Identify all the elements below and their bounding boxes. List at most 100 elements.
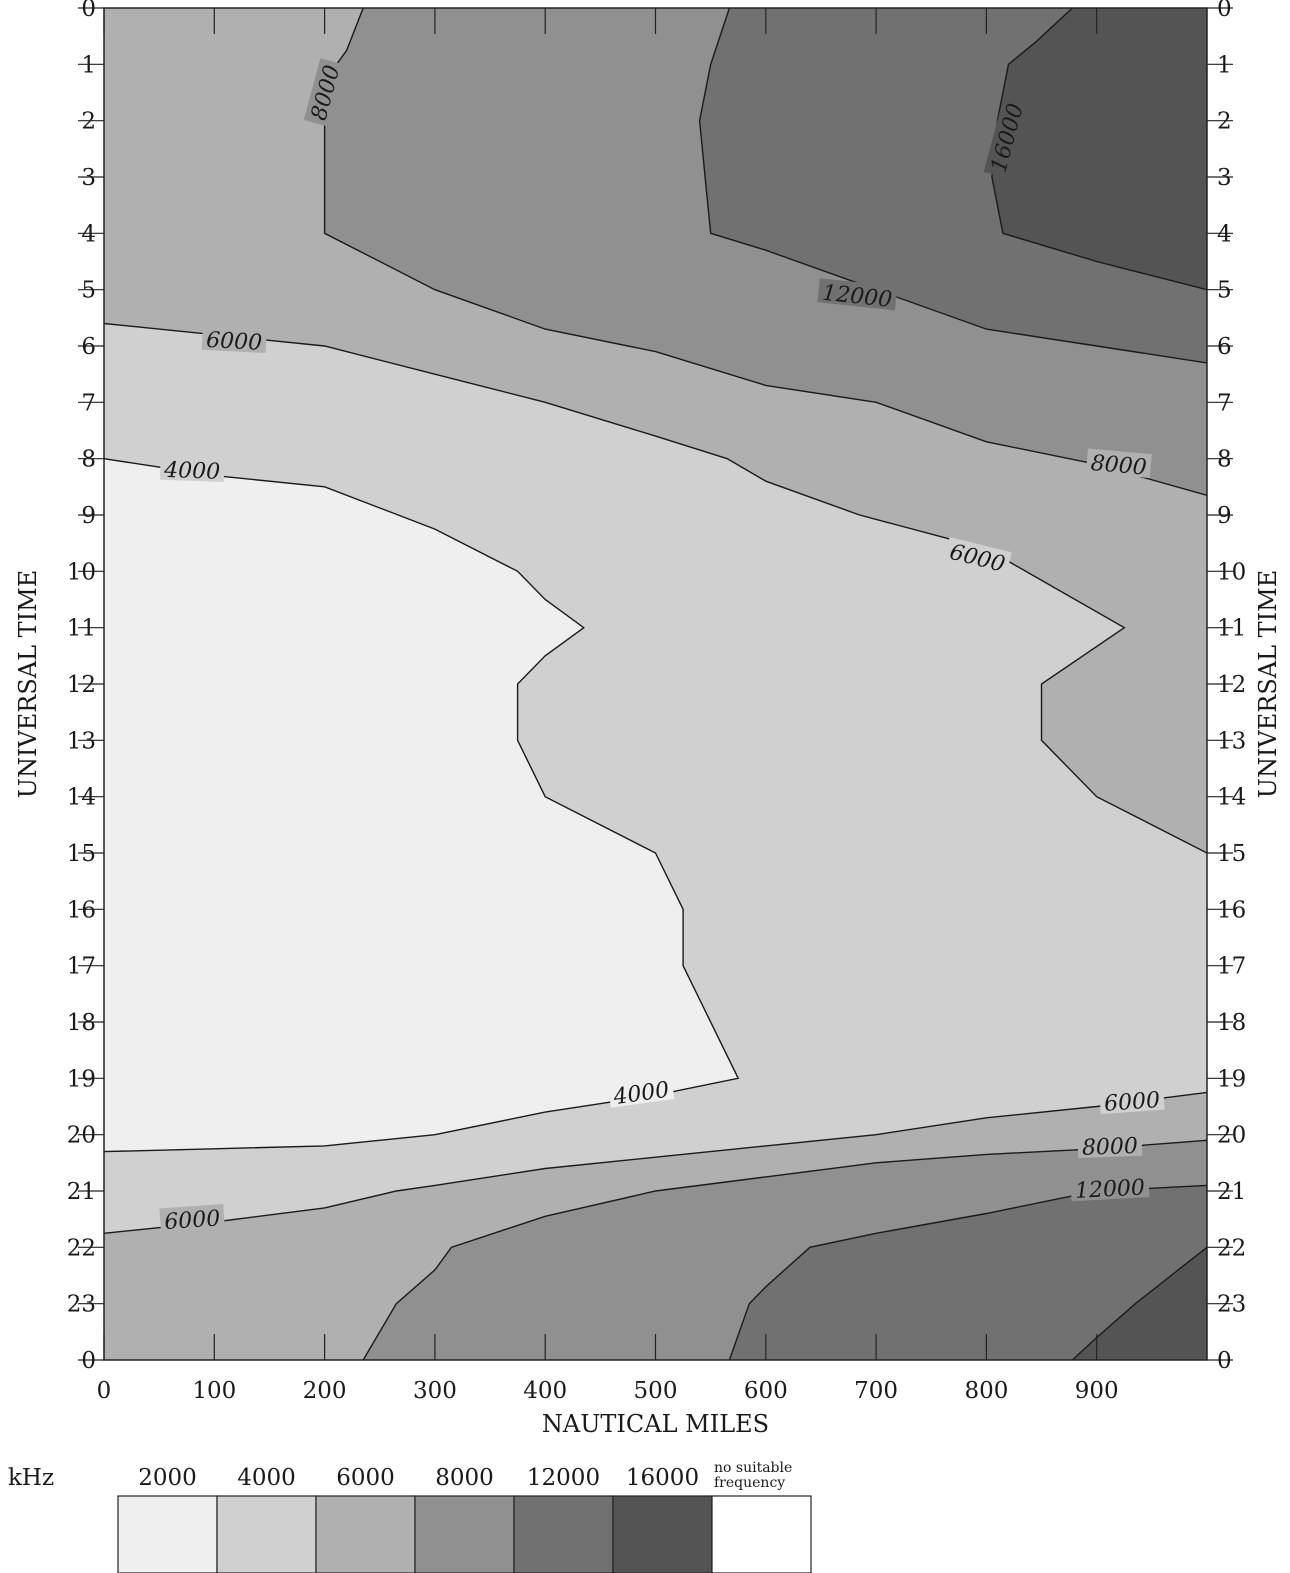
x-tick-label-4: 400 [523,1378,567,1404]
x-tick-label-5: 500 [634,1378,678,1404]
contour-label-gap-11 [159,1203,225,1233]
legend-label-5: 16000 [626,1465,699,1491]
legend-swatch-5 [612,1495,713,1573]
band-2000 [104,458,739,1152]
y-tick-label-right-19: 19 [1217,1066,1246,1092]
y-tick-label-left-6: 6 [81,334,96,360]
legend-unit: kHz [8,1465,54,1491]
legend: kHz no suitable frequency 2000 4000 6000 80… [8,1460,812,1573]
x-tick-label-1: 100 [192,1378,236,1404]
contour-line-12000-5 [698,8,1207,364]
y-tick-label-left-14: 14 [67,785,96,811]
y-tick-label-left-22: 22 [67,1235,96,1261]
y-tick-label-right-0: 0 [1217,0,1232,22]
contour-label-group-4: 4000 [159,455,225,485]
contour-line-8000-4 [362,1139,1207,1360]
y-tick-label-right-7: 7 [1217,390,1232,416]
contour-label-5: 8000 [1090,451,1148,481]
y-tick-label-left-17: 17 [67,954,96,980]
legend-swatch-3 [414,1495,515,1573]
contour-label-gap-9 [1077,1131,1143,1159]
contour-label-group-3: 6000 [201,325,267,356]
contour-label-gap-7 [607,1075,675,1108]
x-tick-label-9: 900 [1075,1378,1119,1404]
y-axis-label-left: UNIVERSAL TIME [14,570,42,799]
y-tick-label-right-22: 22 [1217,1235,1246,1261]
contour-line-6000-1 [104,322,1207,854]
x-tick-label-3: 300 [413,1378,457,1404]
y-tick-label-left-18: 18 [67,1010,96,1036]
y-tick-label-left-9: 9 [81,503,96,529]
y-tick-label-left-21: 21 [67,1179,96,1205]
y-tick-label-right-11: 11 [1217,616,1246,642]
y-tick-label-left-4: 4 [81,221,96,247]
legend-label-2: 6000 [336,1465,395,1491]
y-tick-label-right-18: 18 [1217,1010,1246,1036]
contour-label-gap-10 [1070,1173,1150,1202]
y-tick-label-right-2: 2 [1217,109,1232,135]
x-tick-label-2: 200 [303,1378,347,1404]
y-tick-label-right-20: 20 [1217,1123,1246,1149]
contour-line-6000-2 [104,1091,1207,1234]
contour-label-gap-5 [1085,448,1152,479]
y-tick-label-left-15: 15 [67,841,96,867]
y-tick-label-left-12: 12 [67,672,96,698]
contour-label-group-7: 4000 [607,1075,675,1110]
contour-label-group-11: 6000 [159,1203,225,1235]
x-axis-label: NAUTICAL MILES [542,1410,769,1438]
legend-label-4: 12000 [527,1465,600,1491]
y-tick-label-left-23: 23 [67,1292,96,1318]
contour-fills [104,8,1207,1360]
y-tick-label-right-10: 10 [1217,559,1246,585]
contour-label-4: 4000 [163,458,221,485]
y-tick-label-left-24: 0 [81,1348,96,1374]
y-tick-label-right-8: 8 [1217,447,1232,473]
y-tick-label-right-15: 15 [1217,841,1246,867]
y-axis-label-right: UNIVERSAL TIME [1254,570,1282,799]
band-12000-bottom [729,1185,1207,1360]
legend-swatch-1 [216,1495,317,1573]
y-tick-label-right-17: 17 [1217,954,1246,980]
contour-label-11: 6000 [164,1206,222,1235]
y-tick-label-right-6: 6 [1217,334,1232,360]
y-tick-label-right-13: 13 [1217,728,1246,754]
y-tick-label-left-20: 20 [67,1123,96,1149]
contour-label-gap-6 [943,536,1012,576]
contour-label-gap-0 [303,58,344,127]
x-tick-label-8: 800 [964,1378,1008,1404]
y-tick-label-left-7: 7 [81,390,96,416]
legend-label-1: 4000 [237,1465,296,1491]
y-tick-label-right-4: 4 [1217,221,1232,247]
y-tick-label-right-1: 1 [1217,52,1232,78]
legend-swatch-4 [513,1495,614,1573]
y-tick-label-right-23: 23 [1217,1292,1246,1318]
contour-label-gap-4 [159,455,225,483]
legend-swatch-6 [711,1495,812,1573]
y-tick-label-left-11: 11 [67,616,96,642]
y-tick-label-left-5: 5 [81,278,96,304]
y-tick-label-right-16: 16 [1217,897,1246,923]
y-tick-label-right-12: 12 [1217,672,1246,698]
contour-line-16000-8 [1071,1246,1207,1360]
contour-label-group-8: 6000 [1099,1085,1165,1117]
legend-swatch-0 [117,1495,218,1573]
x-tick-label-6: 600 [744,1378,788,1404]
contour-label-group-5: 8000 [1085,448,1152,481]
y-tick-label-left-19: 19 [67,1066,96,1092]
contour-label-8: 6000 [1103,1088,1161,1117]
x-tick-label-7: 700 [854,1378,898,1404]
contour-label-group-2: 12000 [817,278,898,313]
contour-label-10: 12000 [1074,1175,1145,1204]
band-16000-top [991,8,1207,290]
legend-no-suitable-line2: frequency [714,1475,785,1491]
contour-label-gap-8 [1099,1085,1165,1115]
y-tick-label-right-3: 3 [1217,165,1232,191]
legend-swatch-2 [315,1495,416,1573]
y-tick-label-left-8: 8 [81,447,96,473]
legend-no-suitable-line1: no suitable [714,1460,792,1476]
y-tick-label-right-9: 9 [1217,503,1232,529]
y-tick-label-left-13: 13 [67,728,96,754]
y-tick-label-left-2: 2 [81,109,96,135]
contour-label-3: 6000 [206,328,263,356]
